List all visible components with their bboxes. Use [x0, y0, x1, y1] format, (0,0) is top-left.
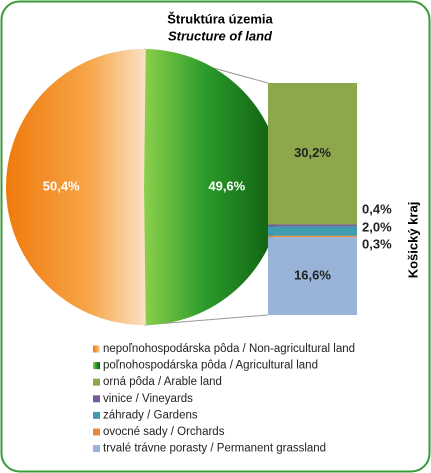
bar-segment [268, 83, 357, 225]
bar-segment [268, 224, 357, 227]
bar-label: 16,6% [294, 268, 331, 283]
bar-category: Košický kraj [405, 202, 420, 279]
bar-label: 0,3% [362, 236, 392, 251]
legend-swatch [93, 395, 100, 403]
legend-label: ovocné sady / Orchards [103, 426, 225, 438]
legend-label: nepoľnohospodárska pôda / Non-agricultur… [103, 343, 355, 355]
bar-label: 2,0% [362, 219, 392, 234]
pie-slice [6, 49, 146, 325]
legend-swatch [93, 445, 100, 453]
chart-title: Štruktúra územia [167, 11, 273, 26]
legend-swatch [93, 411, 100, 419]
legend-swatch [93, 362, 100, 370]
legend-label: vinice / Vineyards [103, 393, 193, 405]
legend-swatch [93, 345, 100, 353]
bar-label: 30,2% [294, 145, 331, 160]
slice-label: 49,6% [208, 178, 245, 193]
pie-slice [144, 49, 283, 325]
bar-segment [268, 235, 357, 238]
legend-label: trvalé trávne porasty / Permanent grassl… [103, 443, 326, 455]
bar-segment [268, 226, 357, 236]
legend-label: poľnohospodárska pôda / Agricultural lan… [103, 360, 318, 372]
slice-label: 50,4% [43, 178, 80, 193]
legend-swatch [93, 428, 100, 436]
legend-label: orná pôda / Arable land [103, 376, 222, 388]
legend-label: záhrady / Gardens [103, 409, 198, 421]
legend-swatch [93, 378, 100, 386]
bar-label: 0,4% [362, 201, 392, 216]
bar-segment [268, 237, 357, 315]
chart-subtitle: Structure of land [168, 28, 273, 43]
